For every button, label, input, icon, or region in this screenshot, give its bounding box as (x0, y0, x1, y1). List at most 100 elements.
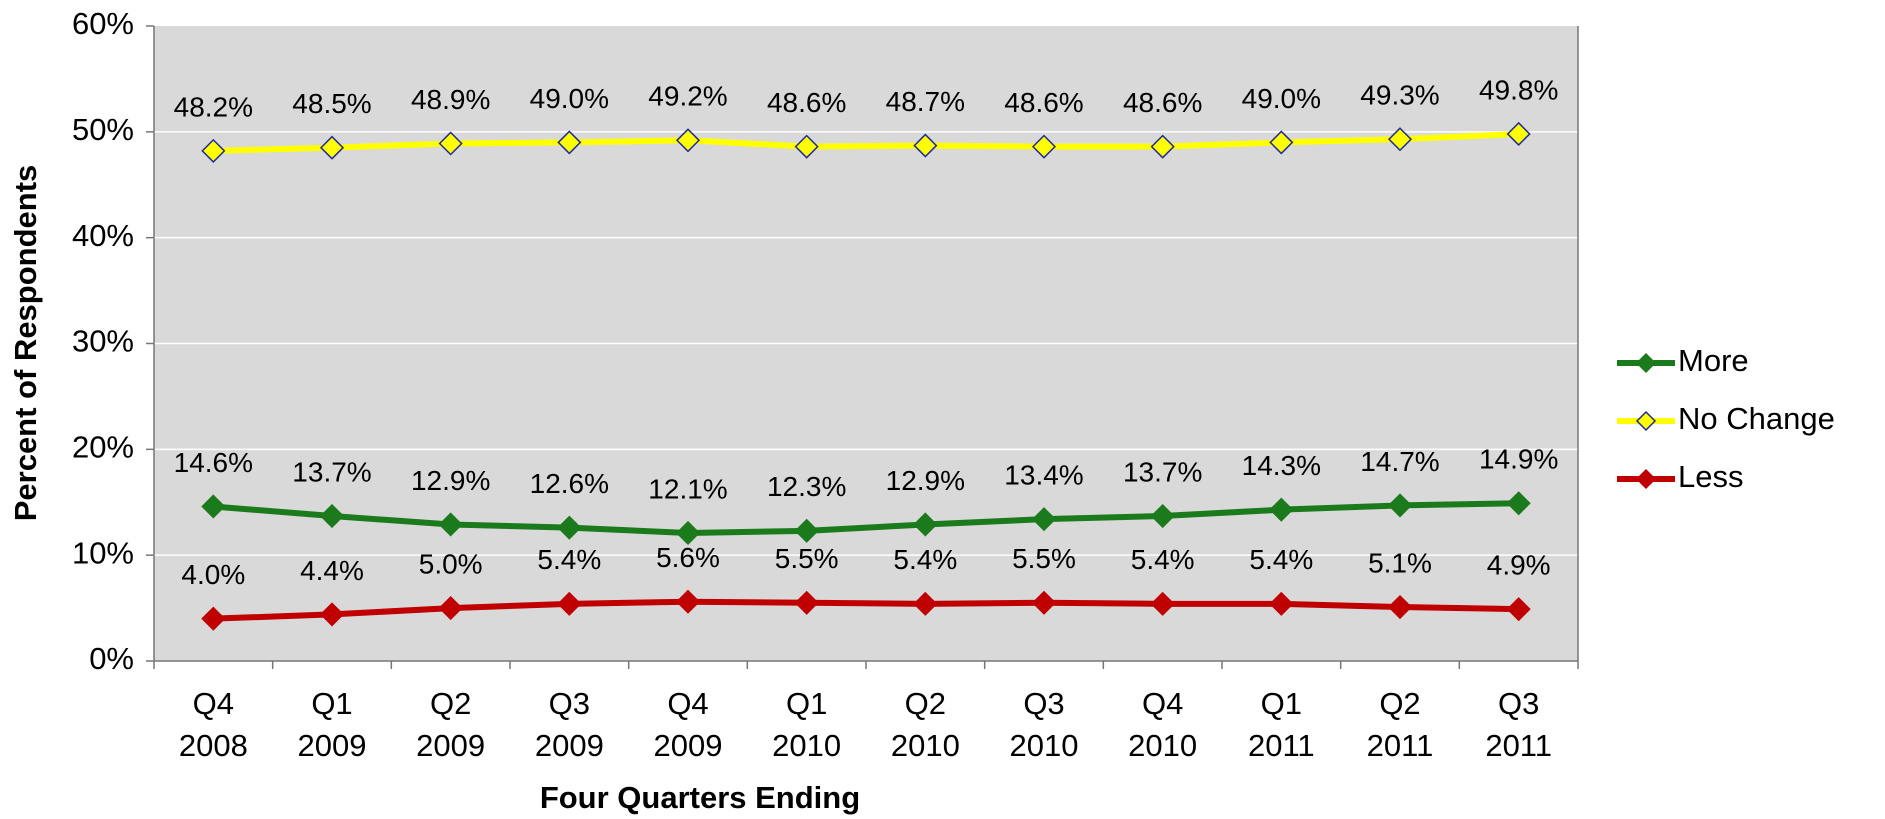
marker (438, 512, 463, 537)
marker (1506, 121, 1531, 147)
marker (201, 606, 226, 631)
data-label: 12.3% (767, 471, 846, 502)
data-label: 12.9% (411, 465, 490, 496)
marker (1387, 493, 1413, 518)
marker (1506, 597, 1531, 622)
data-label: 4.9% (1487, 550, 1551, 581)
x-tick-label: Q1 2011 (1248, 686, 1315, 763)
x-tick-label: Q1 2009 (298, 686, 367, 763)
data-label: 48.2% (174, 91, 253, 122)
marker (201, 138, 226, 163)
marker (675, 589, 701, 614)
x-tick-label: Q4 2009 (654, 686, 723, 763)
data-label: 14.9% (1479, 444, 1558, 475)
x-tick-label: Q4 2008 (179, 686, 248, 763)
marker (1150, 134, 1175, 159)
data-label: 49.0% (1242, 83, 1321, 114)
marker (1387, 127, 1413, 152)
marker (913, 133, 938, 158)
data-label: 5.4% (1131, 544, 1195, 575)
x-tick-label: Q4 2010 (1128, 686, 1197, 763)
marker (557, 130, 582, 155)
data-label: 5.4% (893, 544, 957, 575)
y-tick-label: 20% (72, 430, 134, 465)
y-tick-label: 60% (72, 6, 134, 41)
data-label: 49.0% (530, 83, 609, 114)
marker (1150, 591, 1175, 616)
marker (1387, 594, 1413, 620)
marker (1269, 497, 1294, 522)
marker (1031, 507, 1057, 532)
data-label: 5.4% (1249, 544, 1313, 575)
data-label: 5.6% (656, 542, 720, 573)
y-tick-label: 30% (72, 324, 134, 359)
marker (201, 494, 226, 519)
data-label: 13.7% (292, 456, 371, 487)
legend-marker (1635, 410, 1657, 432)
y-tick-label: 0% (89, 641, 134, 676)
y-tick-label: 10% (72, 535, 134, 570)
x-tick-label: Q3 2010 (1010, 686, 1079, 763)
data-label: 48.6% (767, 87, 846, 118)
series-line (213, 500, 1519, 536)
data-label: 12.1% (648, 473, 727, 504)
y-axis-title: Percent of Respondents (8, 165, 43, 522)
marker (438, 131, 463, 156)
x-tick-label: Q3 2009 (535, 686, 604, 763)
marker (438, 596, 463, 621)
data-label: 49.2% (648, 81, 727, 112)
data-label: 4.4% (300, 555, 364, 586)
data-label: 5.5% (775, 543, 839, 574)
marker (913, 591, 938, 616)
marker (1031, 134, 1057, 159)
data-label: 14.3% (1242, 450, 1321, 481)
y-tick-label: 40% (72, 218, 134, 253)
data-label: 4.0% (181, 559, 245, 590)
x-tick-label: Q2 2010 (891, 686, 960, 763)
marker (1269, 130, 1294, 155)
marker (557, 515, 582, 540)
series-line (213, 130, 1519, 154)
marker (794, 134, 819, 159)
data-label: 48.6% (1004, 87, 1083, 118)
data-label: 49.3% (1360, 80, 1439, 111)
marker (319, 602, 345, 627)
marker (319, 503, 345, 529)
data-label: 5.0% (419, 548, 483, 579)
data-label: 13.7% (1123, 456, 1202, 487)
data-label: 5.1% (1368, 547, 1432, 578)
data-label: 13.4% (1004, 460, 1083, 491)
legend-marker (1635, 468, 1657, 490)
data-label: 14.6% (174, 447, 253, 478)
marker (319, 135, 345, 160)
marker (1269, 591, 1294, 616)
marker (913, 512, 938, 537)
y-tick-label: 50% (72, 112, 134, 147)
marker (1150, 503, 1175, 529)
marker (675, 128, 701, 153)
marker (557, 591, 582, 616)
x-tick-label: Q3 2011 (1485, 686, 1552, 763)
data-label: 48.5% (292, 88, 371, 119)
marker (1506, 491, 1531, 516)
marker (1031, 590, 1057, 615)
marker (794, 590, 819, 615)
legend-label: Less (1678, 459, 1743, 494)
x-tick-label: Q2 2011 (1367, 686, 1434, 763)
legend-label: More (1678, 343, 1749, 378)
series-line (213, 598, 1519, 622)
marker (675, 520, 701, 546)
data-label: 14.7% (1360, 446, 1439, 477)
data-label: 12.9% (886, 465, 965, 496)
data-label: 48.7% (886, 86, 965, 117)
data-label: 49.8% (1479, 74, 1558, 105)
marker (794, 518, 819, 543)
x-axis-title: Four Quarters Ending (540, 780, 860, 815)
data-label: 48.9% (411, 84, 490, 115)
x-tick-label: Q2 2009 (416, 686, 485, 763)
data-label: 5.5% (1012, 543, 1076, 574)
data-label: 48.6% (1123, 87, 1202, 118)
data-label: 5.4% (537, 544, 601, 575)
data-label: 12.6% (530, 468, 609, 499)
